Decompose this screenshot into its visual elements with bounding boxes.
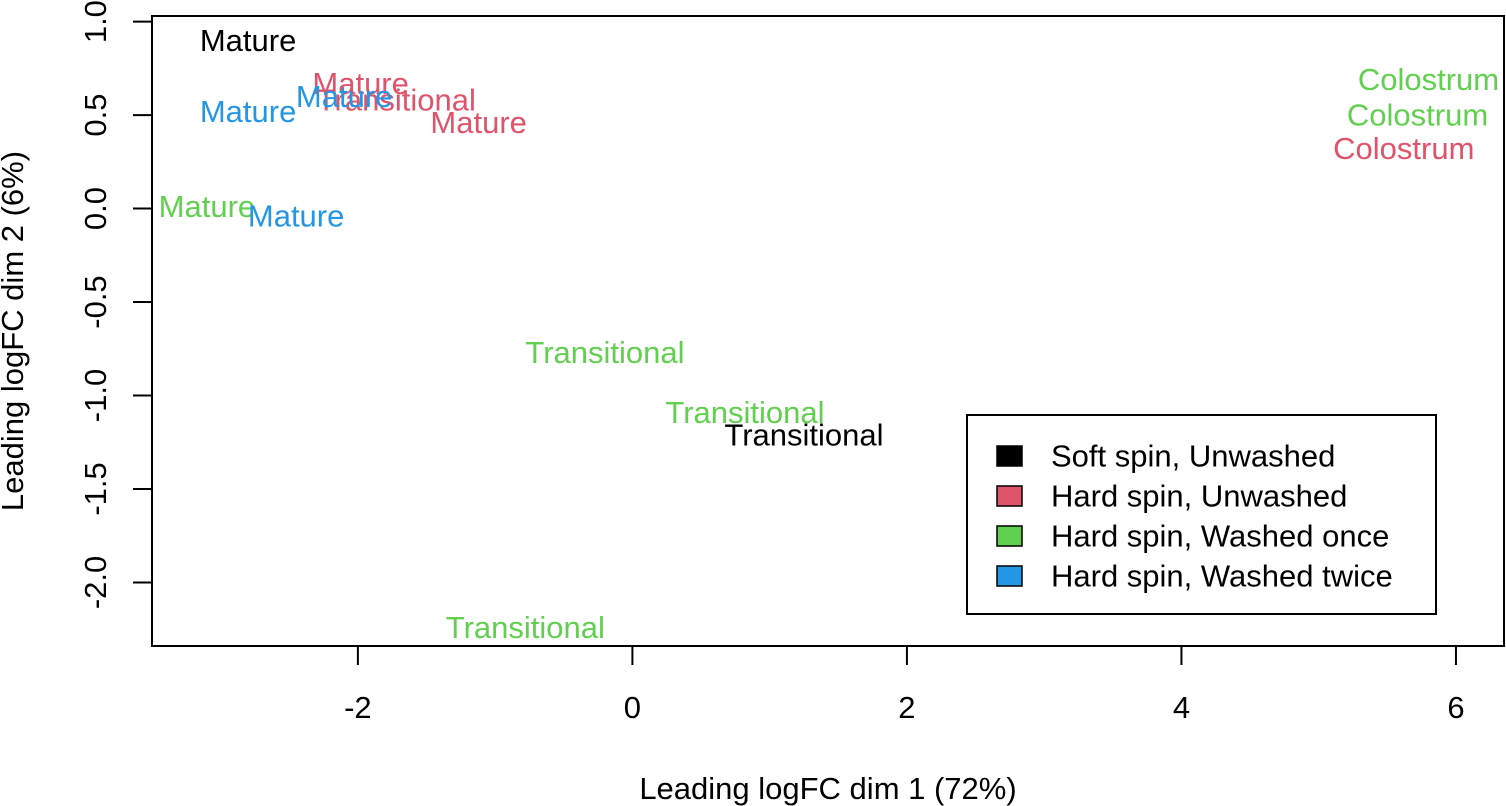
x-tick-label: 0 bbox=[624, 690, 641, 725]
point-label: Transitional bbox=[665, 395, 824, 430]
point-label: Colostrum bbox=[1358, 62, 1499, 97]
y-tick-label: -1.5 bbox=[78, 462, 113, 515]
legend-swatch bbox=[996, 445, 1023, 467]
legend-box bbox=[966, 414, 1437, 615]
y-axis-label: Leading logFC dim 2 (6%) bbox=[0, 151, 30, 511]
x-axis: -2 0 2 4 6 bbox=[344, 645, 1465, 725]
legend-swatch bbox=[996, 565, 1023, 587]
legend-swatch bbox=[996, 525, 1023, 547]
legend-label: Soft spin, Unwashed bbox=[1051, 439, 1335, 474]
point-label: Mature bbox=[296, 79, 392, 114]
point-label: Mature bbox=[248, 199, 344, 234]
legend-label: Hard spin, Unwashed bbox=[1051, 479, 1347, 514]
legend-label: Hard spin, Washed twice bbox=[1051, 559, 1393, 594]
x-tick-label: 2 bbox=[898, 690, 915, 725]
point-label: Transitional bbox=[317, 83, 476, 118]
y-tick-label: -2.0 bbox=[78, 556, 113, 609]
y-tick-label: 1.0 bbox=[78, 0, 113, 43]
y-tick-label: 0.5 bbox=[78, 94, 113, 137]
x-tick-label: 6 bbox=[1447, 690, 1464, 725]
point-label: Transitional bbox=[724, 417, 883, 452]
point-label: Transitional bbox=[446, 610, 605, 645]
point-label: Mature bbox=[312, 66, 408, 101]
x-axis-label: Leading logFC dim 1 (72%) bbox=[639, 771, 1016, 806]
legend-swatch bbox=[996, 485, 1023, 507]
point-label: Colostrum bbox=[1347, 98, 1488, 133]
point-label: Mature bbox=[430, 105, 526, 140]
point-labels: MatureTransitionalMatureTransitionalMatu… bbox=[159, 23, 1499, 645]
point-label: Mature bbox=[200, 94, 296, 129]
legend-label: Hard spin, Washed once bbox=[1051, 519, 1389, 554]
x-tick-label: 4 bbox=[1173, 690, 1190, 725]
y-tick-label: 0.0 bbox=[78, 187, 113, 230]
point-label: Mature bbox=[159, 189, 255, 224]
point-label: Mature bbox=[200, 23, 296, 58]
y-axis: -2.0 -1.5 -1.0 -0.5 0.0 0.5 1.0 bbox=[78, 0, 153, 609]
x-tick-label: -2 bbox=[344, 690, 372, 725]
y-tick-label: -0.5 bbox=[78, 275, 113, 328]
y-tick-label: -1.0 bbox=[78, 369, 113, 422]
point-label: Transitional bbox=[525, 335, 684, 370]
point-label: Colostrum bbox=[1333, 131, 1474, 166]
legend: Soft spin, Unwashed Hard spin, Unwashed Ha… bbox=[966, 414, 1437, 615]
